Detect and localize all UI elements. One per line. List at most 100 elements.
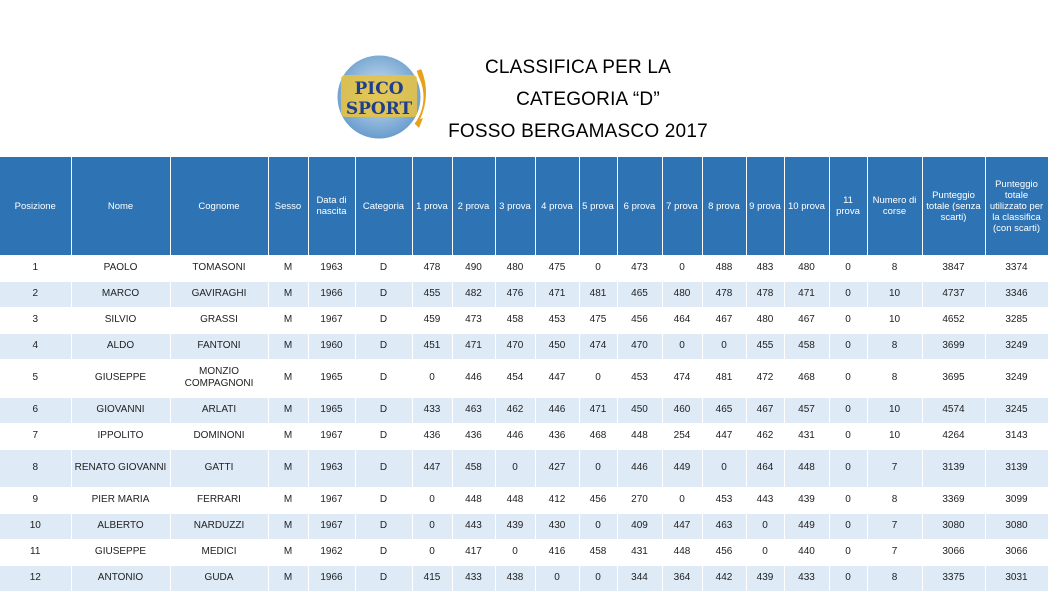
table-cell: TOMASONI: [170, 255, 269, 282]
table-cell: D: [355, 449, 413, 488]
table-cell: 458: [784, 333, 830, 360]
table-cell: M: [268, 487, 309, 514]
table-cell: 0: [829, 307, 868, 334]
column-header: 7 prova: [662, 157, 703, 255]
table-row: 12 ANTONIO GUDA M 1966 D 415 433 438 0 0 344 364 442 4…: [0, 565, 1049, 592]
table-cell: 0: [662, 333, 703, 360]
table-cell: 467: [746, 397, 785, 424]
table-cell: D: [355, 333, 413, 360]
table-row: 11 GIUSEPPE MEDICI M 1962 D 0 417 0 416 458 431 448 4…: [0, 539, 1049, 566]
table-cell: D: [355, 281, 413, 308]
table-cell: 453: [702, 487, 747, 514]
table-cell: 449: [784, 513, 830, 540]
column-header: 10 prova: [784, 157, 830, 255]
table-cell: 0: [829, 539, 868, 566]
table-cell: 0: [662, 487, 703, 514]
table-cell: 4574: [922, 397, 986, 424]
table-cell: 1960: [308, 333, 356, 360]
table-cell: 8: [0, 449, 72, 488]
table-cell: D: [355, 255, 413, 282]
column-header: 4 prova: [535, 157, 580, 255]
table-cell: FANTONI: [170, 333, 269, 360]
table-cell: 454: [495, 359, 536, 398]
table-cell: 482: [452, 281, 496, 308]
table-cell: 3139: [985, 449, 1049, 488]
table-cell: D: [355, 307, 413, 334]
column-header: Numero di corse: [867, 157, 923, 255]
column-header: Sesso: [268, 157, 309, 255]
table-cell: 462: [495, 397, 536, 424]
table-cell: 1962: [308, 539, 356, 566]
table-cell: DOMINONI: [170, 423, 269, 450]
table-cell: 415: [412, 565, 453, 592]
table-cell: 3249: [985, 333, 1049, 360]
table-cell: 3139: [922, 449, 986, 488]
table-cell: 474: [579, 333, 618, 360]
pico-sport-logo: PICO SPORT: [333, 50, 428, 144]
table-cell: 448: [452, 487, 496, 514]
table-cell: 449: [662, 449, 703, 488]
column-header: Categoria: [355, 157, 413, 255]
table-cell: 433: [452, 565, 496, 592]
table-cell: 490: [452, 255, 496, 282]
table-cell: 451: [412, 333, 453, 360]
table-cell: GIUSEPPE: [71, 359, 171, 398]
table-cell: 478: [746, 281, 785, 308]
table-cell: 480: [662, 281, 703, 308]
table-cell: 464: [746, 449, 785, 488]
table-cell: 468: [784, 359, 830, 398]
table-cell: 453: [617, 359, 663, 398]
table-cell: 0: [829, 513, 868, 540]
column-header: 3 prova: [495, 157, 536, 255]
table-cell: 6: [0, 397, 72, 424]
table-cell: 0: [702, 333, 747, 360]
table-cell: 0: [829, 281, 868, 308]
table-cell: 10: [867, 307, 923, 334]
table-cell: M: [268, 423, 309, 450]
table-cell: 427: [535, 449, 580, 488]
table-cell: 433: [412, 397, 453, 424]
table-cell: D: [355, 513, 413, 540]
table-row: 10 ALBERTO NARDUZZI M 1967 D 0 443 439 430 0 409 447…: [0, 513, 1049, 540]
column-header: 6 prova: [617, 157, 663, 255]
table-cell: 0: [579, 513, 618, 540]
table-cell: 443: [452, 513, 496, 540]
table-cell: 456: [579, 487, 618, 514]
table-cell: 1963: [308, 449, 356, 488]
table-cell: 3080: [922, 513, 986, 540]
table-row: 6 GIOVANNI ARLATI M 1965 D 433 463 462 446 471 450 4…: [0, 397, 1049, 424]
table-cell: 446: [617, 449, 663, 488]
table-cell: 1965: [308, 397, 356, 424]
table-cell: PAOLO: [71, 255, 171, 282]
table-cell: 431: [617, 539, 663, 566]
table-row: 5 GIUSEPPE MONZIO COMPAGNONI M 1965 D 0 446 454 4…: [0, 359, 1049, 398]
table-cell: 481: [702, 359, 747, 398]
table-cell: 344: [617, 565, 663, 592]
table-cell: IPPOLITO: [71, 423, 171, 450]
table-cell: ANTONIO: [71, 565, 171, 592]
table-cell: 10: [867, 423, 923, 450]
table-cell: 3369: [922, 487, 986, 514]
table-cell: GUDA: [170, 565, 269, 592]
table-cell: 3099: [985, 487, 1049, 514]
page-title-line3: FOSSO BERGAMASCO 2017: [448, 121, 708, 142]
ranking-table: Posizione Nome Cognome Sesso Data di nascita…: [0, 157, 1049, 592]
table-body: 1 PAOLO TOMASONI M 1963 D 478 490 480 475 0 473 0 488…: [0, 255, 1049, 592]
table-cell: 2: [0, 281, 72, 308]
table-cell: 478: [412, 255, 453, 282]
column-header: Punteggio totale (senza scarti): [922, 157, 986, 255]
table-cell: 481: [579, 281, 618, 308]
table-cell: 439: [746, 565, 785, 592]
table-cell: M: [268, 565, 309, 592]
table-cell: 4264: [922, 423, 986, 450]
table-cell: 446: [452, 359, 496, 398]
table-cell: 0: [412, 359, 453, 398]
page-title-line2: CATEGORIA “D”: [516, 89, 660, 110]
table-cell: 450: [535, 333, 580, 360]
table-cell: 462: [746, 423, 785, 450]
page-title-line1: CLASSIFICA PER LA: [484, 57, 672, 78]
table-cell: GRASSI: [170, 307, 269, 334]
table-cell: 460: [662, 397, 703, 424]
table-cell: 3245: [985, 397, 1049, 424]
table-cell: 1965: [308, 359, 356, 398]
